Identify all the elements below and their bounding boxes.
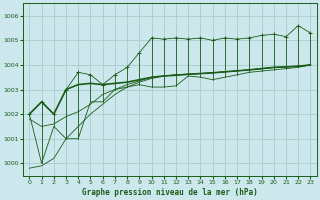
X-axis label: Graphe pression niveau de la mer (hPa): Graphe pression niveau de la mer (hPa) (82, 188, 258, 197)
